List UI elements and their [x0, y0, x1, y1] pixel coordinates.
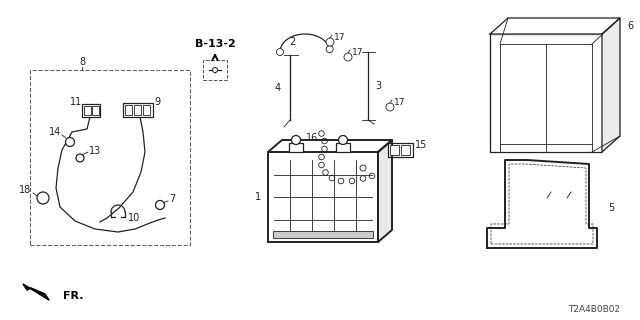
- Text: T2A4B0B02: T2A4B0B02: [568, 306, 620, 315]
- Circle shape: [76, 154, 84, 162]
- Text: 17: 17: [352, 47, 364, 57]
- Circle shape: [360, 176, 366, 181]
- Bar: [82, 104, 100, 117]
- Circle shape: [319, 162, 324, 168]
- Circle shape: [386, 103, 394, 111]
- Bar: [289, 143, 303, 152]
- Circle shape: [37, 192, 49, 204]
- Bar: [30, 70, 190, 245]
- Text: 16: 16: [306, 133, 318, 143]
- Text: 17: 17: [334, 33, 346, 42]
- Text: 15: 15: [415, 140, 427, 150]
- Bar: [336, 143, 350, 152]
- Bar: [388, 143, 413, 157]
- Circle shape: [339, 135, 348, 145]
- Bar: [273, 231, 373, 238]
- Text: 6: 6: [627, 21, 633, 31]
- Text: 5: 5: [608, 203, 614, 213]
- Bar: [490, 34, 602, 152]
- Text: 12: 12: [364, 170, 376, 180]
- Polygon shape: [378, 140, 392, 242]
- Bar: [143, 105, 150, 115]
- Circle shape: [65, 138, 74, 147]
- Bar: [92, 106, 99, 115]
- Polygon shape: [487, 160, 597, 248]
- Bar: [268, 152, 378, 242]
- Circle shape: [326, 46, 333, 53]
- Text: FR.: FR.: [63, 291, 83, 301]
- Circle shape: [291, 135, 301, 145]
- Text: 14: 14: [49, 127, 61, 137]
- Bar: [123, 103, 153, 117]
- Text: 3: 3: [375, 81, 381, 91]
- Text: 18: 18: [19, 185, 31, 195]
- Polygon shape: [268, 140, 392, 152]
- Text: 10: 10: [128, 213, 140, 223]
- Bar: [390, 145, 399, 155]
- Circle shape: [212, 68, 218, 73]
- Bar: [125, 105, 132, 115]
- Text: 9: 9: [154, 97, 160, 107]
- Circle shape: [319, 154, 324, 160]
- Polygon shape: [23, 284, 49, 300]
- Text: 4: 4: [275, 83, 281, 93]
- Circle shape: [338, 178, 344, 184]
- Polygon shape: [490, 18, 620, 34]
- Text: 2: 2: [289, 37, 295, 47]
- Text: 7: 7: [169, 194, 175, 204]
- Bar: [203, 60, 227, 80]
- Circle shape: [322, 146, 327, 152]
- Circle shape: [319, 131, 324, 136]
- Circle shape: [329, 175, 335, 181]
- Circle shape: [349, 178, 355, 184]
- Text: B-13-2: B-13-2: [195, 39, 236, 49]
- Circle shape: [369, 173, 375, 179]
- Circle shape: [276, 49, 284, 55]
- Circle shape: [156, 201, 164, 210]
- Text: 11: 11: [70, 97, 82, 107]
- Circle shape: [344, 53, 352, 61]
- Text: 1: 1: [255, 192, 261, 202]
- Text: 17: 17: [394, 98, 406, 107]
- Bar: [401, 145, 410, 155]
- Circle shape: [323, 170, 328, 175]
- Circle shape: [322, 138, 327, 144]
- Bar: [134, 105, 141, 115]
- Text: 8: 8: [79, 57, 85, 67]
- Text: 13: 13: [89, 146, 101, 156]
- Polygon shape: [602, 18, 620, 152]
- Circle shape: [360, 165, 366, 171]
- Bar: [84, 106, 91, 115]
- Circle shape: [326, 38, 334, 46]
